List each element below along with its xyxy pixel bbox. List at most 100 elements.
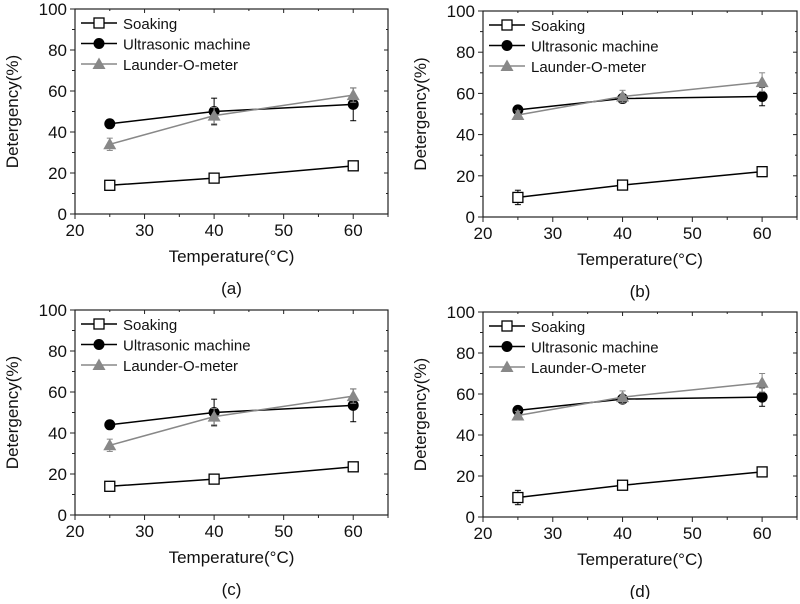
data-point (616, 390, 630, 403)
data-point (512, 191, 524, 204)
data-point (104, 480, 116, 492)
legend-marker (500, 59, 514, 71)
y-tick-label: 100 (39, 0, 67, 19)
x-tick-label: 20 (66, 221, 85, 240)
series-line (517, 471, 763, 499)
y-tick-label: 80 (456, 344, 475, 363)
data-point (347, 461, 359, 473)
y-tick-label: 0 (58, 205, 67, 224)
y-axis-label: Detergency(%) (411, 358, 430, 471)
y-axis-label: Detergency(%) (411, 57, 430, 170)
x-tick-label: 40 (205, 221, 224, 240)
x-tick-label: 30 (135, 522, 154, 541)
y-tick-label: 100 (447, 303, 475, 322)
data-point (755, 376, 769, 388)
y-tick-label: 80 (456, 43, 475, 62)
legend-label: Ultrasonic machine (123, 37, 251, 54)
chart-panel-2: 20 30 40 50 60020406080100Temperature(°C)Det… (3, 301, 389, 599)
legend-marker (501, 40, 513, 51)
legend-label: Ultrasonic machine (531, 340, 659, 357)
y-axis-label: Detergency(%) (3, 55, 22, 168)
series-ultrasonic-machine (512, 387, 768, 416)
y-tick-label: 40 (456, 126, 475, 145)
data-point (346, 88, 360, 101)
data-point (207, 410, 221, 422)
y-tick-label: 40 (48, 123, 67, 142)
x-tick-label: 20 (474, 524, 493, 543)
x-tick-label: 40 (613, 224, 632, 243)
data-point (347, 399, 359, 411)
x-tick-label: 30 (543, 224, 562, 243)
x-tick-label: 40 (613, 524, 632, 543)
y-tick-label: 60 (48, 82, 67, 101)
legend-label: Ultrasonic machine (531, 39, 659, 56)
legend-marker (92, 57, 106, 69)
data-point (511, 108, 525, 121)
legend-label: Soaking (123, 317, 177, 334)
series-line (109, 165, 354, 187)
data-point (346, 389, 360, 402)
series-soaking (512, 166, 768, 206)
legend-marker (501, 320, 513, 332)
data-point (104, 179, 116, 191)
series-soaking (512, 466, 768, 506)
panel-caption: (d) (630, 582, 651, 599)
legend-marker (500, 360, 514, 372)
legend-marker (501, 19, 513, 31)
legend-label: Soaking (531, 319, 585, 336)
series-launder-o-meter (511, 72, 769, 121)
series-line (517, 170, 763, 199)
series-line (109, 466, 354, 488)
y-tick-label: 0 (466, 208, 475, 227)
y-tick-label: 80 (48, 342, 67, 361)
legend-label: Launder-O-meter (123, 358, 238, 375)
series-ultrasonic-machine (104, 388, 359, 431)
data-point (208, 473, 220, 485)
y-tick-label: 20 (48, 164, 67, 183)
y-tick-label: 60 (456, 385, 475, 404)
legend-label: Soaking (531, 18, 585, 35)
legend-marker (501, 341, 513, 352)
y-tick-label: 20 (456, 467, 475, 486)
legend-label: Launder-O-meter (123, 57, 238, 74)
x-tick-label: 40 (205, 522, 224, 541)
x-axis-label: Temperature(°C) (577, 550, 703, 569)
data-point (207, 109, 221, 121)
x-tick-label: 50 (274, 522, 293, 541)
x-axis-label: Temperature(°C) (169, 247, 295, 266)
x-axis-label: Temperature(°C) (577, 250, 703, 269)
legend-label: Launder-O-meter (531, 360, 646, 377)
data-point (616, 479, 629, 491)
series-launder-o-meter (511, 373, 769, 421)
data-point (616, 179, 629, 191)
data-point (756, 90, 768, 102)
data-point (755, 75, 769, 88)
data-point (104, 118, 116, 130)
data-point (208, 172, 220, 184)
y-tick-label: 40 (456, 426, 475, 445)
data-point (511, 409, 525, 421)
x-tick-label: 20 (66, 522, 85, 541)
series-ultrasonic-machine (104, 87, 359, 130)
legend-label: Soaking (123, 16, 177, 33)
x-tick-label: 60 (753, 224, 772, 243)
legend-label: Launder-O-meter (531, 59, 646, 76)
panel-caption: (a) (221, 279, 242, 298)
x-tick-label: 60 (344, 522, 363, 541)
legend-marker (93, 38, 105, 49)
series-line (109, 404, 354, 426)
legend-marker (92, 358, 106, 370)
legend-marker (93, 17, 105, 29)
y-tick-label: 60 (48, 383, 67, 402)
x-tick-label: 60 (753, 524, 772, 543)
y-tick-label: 0 (466, 508, 475, 527)
legend-label: Ultrasonic machine (123, 338, 251, 355)
series-soaking (104, 461, 359, 492)
y-tick-label: 40 (48, 424, 67, 443)
x-tick-label: 50 (683, 224, 702, 243)
series-launder-o-meter (103, 87, 360, 151)
series-line (109, 103, 354, 125)
y-tick-label: 100 (447, 2, 475, 21)
chart-panel-0: 20 30 40 50 60020406080100Temperature(°C)Det… (3, 0, 389, 298)
